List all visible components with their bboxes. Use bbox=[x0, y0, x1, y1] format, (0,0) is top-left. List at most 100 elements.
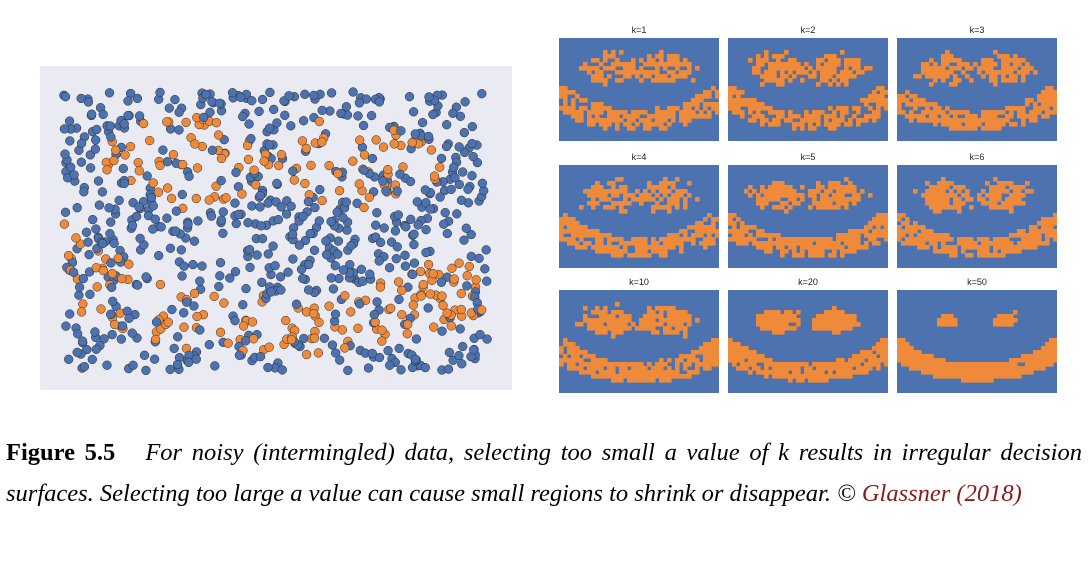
scatter-point-blue bbox=[413, 220, 423, 230]
scatter-point-blue bbox=[162, 157, 173, 167]
scatter-point-orange bbox=[442, 308, 452, 318]
scatter-point-blue bbox=[193, 216, 203, 226]
orange-region-cell bbox=[699, 233, 704, 238]
orange-region-cell bbox=[611, 326, 616, 331]
orange-region-cell bbox=[1037, 366, 1042, 371]
orange-region-cell bbox=[880, 229, 885, 234]
scatter-point-blue bbox=[72, 203, 82, 213]
orange-region-cell bbox=[647, 118, 652, 123]
scatter-point-blue bbox=[363, 363, 374, 373]
orange-region-cell bbox=[615, 118, 620, 123]
orange-region-cell bbox=[599, 185, 604, 190]
orange-region-cell bbox=[571, 106, 576, 111]
scatter-point-blue bbox=[338, 212, 348, 223]
orange-region-cell bbox=[780, 249, 785, 254]
orange-region-cell bbox=[611, 189, 616, 194]
orange-region-cell bbox=[639, 374, 644, 379]
orange-region-cell bbox=[864, 362, 869, 367]
orange-region-cell bbox=[615, 189, 620, 194]
orange-region-cell bbox=[599, 362, 604, 367]
orange-region-cell bbox=[961, 378, 966, 383]
orange-region-cell bbox=[607, 322, 612, 327]
orange-region-cell bbox=[788, 378, 793, 383]
orange-region-cell bbox=[1005, 118, 1010, 123]
orange-region-cell bbox=[583, 362, 588, 367]
orange-region-cell bbox=[816, 378, 821, 383]
orange-region-cell bbox=[989, 58, 994, 63]
orange-region-cell bbox=[1045, 221, 1050, 226]
orange-region-cell bbox=[965, 189, 970, 194]
orange-region-cell bbox=[788, 110, 793, 115]
orange-region-cell bbox=[840, 189, 845, 194]
orange-region-cell bbox=[1049, 102, 1054, 107]
orange-region-cell bbox=[977, 362, 982, 367]
orange-region-cell bbox=[764, 370, 769, 375]
orange-region-cell bbox=[627, 70, 632, 75]
scatter-point-blue bbox=[195, 325, 205, 335]
scatter-point-orange bbox=[407, 137, 417, 148]
orange-region-cell bbox=[776, 233, 781, 238]
orange-region-cell bbox=[667, 310, 672, 315]
orange-region-cell bbox=[1017, 366, 1022, 371]
orange-region-cell bbox=[949, 70, 954, 75]
orange-region-cell bbox=[792, 245, 797, 250]
scatter-point-orange bbox=[416, 291, 426, 301]
orange-region-cell bbox=[772, 110, 777, 115]
scatter-point-blue bbox=[174, 107, 184, 117]
orange-region-cell bbox=[989, 66, 994, 71]
orange-region-cell bbox=[715, 342, 719, 347]
orange-region-cell bbox=[828, 197, 833, 202]
orange-region-cell bbox=[1045, 90, 1050, 95]
orange-region-cell bbox=[1021, 114, 1026, 119]
citation-link[interactable]: Glassner (2018) bbox=[861, 480, 1022, 507]
scatter-point-blue bbox=[381, 186, 391, 196]
scatter-point-blue bbox=[245, 262, 255, 273]
scatter-point-blue bbox=[276, 285, 286, 295]
orange-region-cell bbox=[748, 58, 753, 63]
scatter-point-orange bbox=[340, 343, 350, 353]
scatter-point-blue bbox=[410, 129, 420, 139]
orange-region-cell bbox=[1017, 370, 1022, 375]
orange-region-cell bbox=[848, 74, 853, 79]
orange-region-cell bbox=[732, 86, 737, 91]
orange-region-cell bbox=[820, 370, 825, 375]
orange-region-cell bbox=[957, 237, 962, 242]
orange-region-cell bbox=[977, 245, 982, 250]
orange-region-cell bbox=[655, 362, 660, 367]
orange-region-cell bbox=[1001, 237, 1006, 242]
orange-region-cell bbox=[884, 102, 888, 107]
orange-region-cell bbox=[675, 330, 680, 335]
scatter-point-orange bbox=[403, 319, 413, 329]
orange-region-cell bbox=[776, 318, 781, 323]
orange-region-cell bbox=[764, 314, 769, 319]
orange-region-cell bbox=[599, 370, 604, 375]
orange-region-cell bbox=[571, 98, 576, 103]
orange-region-cell bbox=[764, 201, 769, 206]
orange-region-cell bbox=[880, 221, 885, 226]
orange-region-cell bbox=[864, 350, 869, 355]
orange-region-cell bbox=[760, 314, 765, 319]
scatter-point-blue bbox=[78, 273, 88, 284]
orange-region-cell bbox=[937, 209, 942, 214]
orange-region-cell bbox=[872, 217, 877, 222]
orange-region-cell bbox=[643, 189, 648, 194]
scatter-point-blue bbox=[255, 190, 265, 201]
knn-panel-title: k=5 bbox=[800, 152, 816, 162]
orange-region-cell bbox=[744, 346, 749, 351]
orange-region-cell bbox=[675, 54, 680, 59]
orange-region-cell bbox=[603, 197, 608, 202]
orange-region-cell bbox=[993, 241, 998, 246]
scatter-point-blue bbox=[342, 225, 352, 235]
scatter-point-blue bbox=[189, 301, 199, 311]
scatter-point-blue bbox=[90, 327, 100, 337]
orange-region-cell bbox=[993, 370, 998, 375]
orange-region-cell bbox=[764, 197, 769, 202]
orange-region-cell bbox=[933, 197, 938, 202]
orange-region-cell bbox=[828, 122, 833, 127]
orange-region-cell bbox=[683, 118, 688, 123]
scatter-point-blue bbox=[109, 238, 119, 248]
orange-region-cell bbox=[884, 350, 888, 355]
orange-region-cell bbox=[832, 185, 837, 190]
orange-region-cell bbox=[1021, 58, 1026, 63]
orange-region-cell bbox=[848, 318, 853, 323]
